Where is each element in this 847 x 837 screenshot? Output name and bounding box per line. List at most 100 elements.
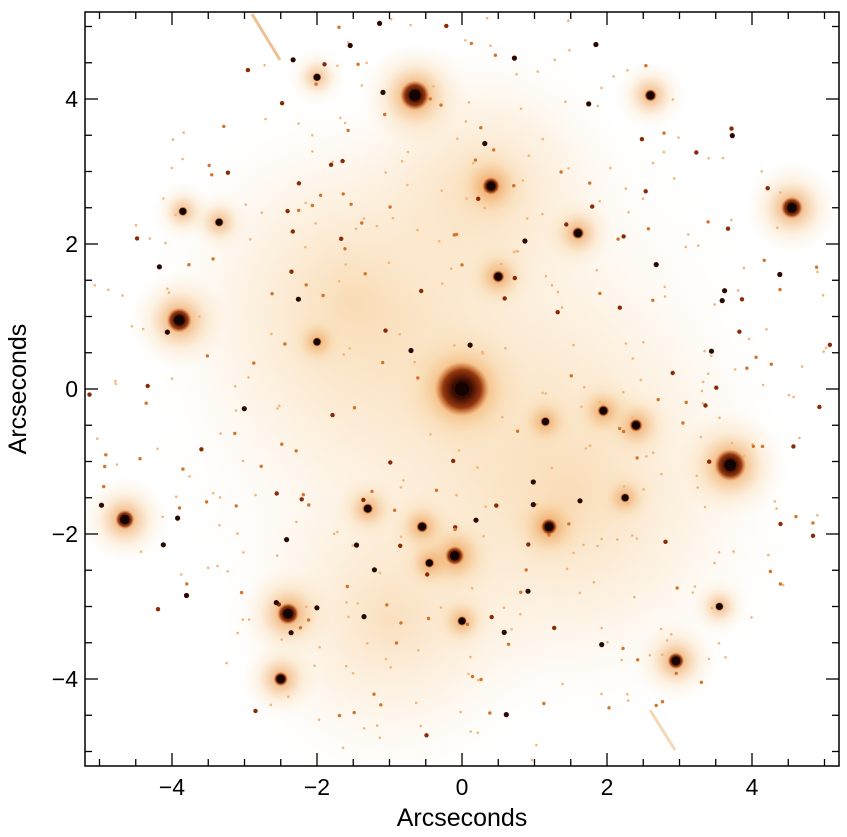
faint-star [644,63,648,68]
faint-star [391,216,395,220]
faint-star [769,362,773,366]
faint-star [696,244,700,247]
faint-star [502,296,507,301]
faint-star [130,325,134,328]
faint-star [225,661,228,665]
faint-star [361,614,367,620]
faint-star [134,223,138,227]
faint-star [811,521,815,525]
faint-star [385,603,389,607]
faint-star [742,266,746,270]
faint-star [465,197,469,200]
faint-star [730,441,734,445]
faint-star [164,329,170,335]
faint-star [480,350,484,354]
faint-star [429,433,432,436]
faint-star [636,658,640,662]
faint-star [155,607,161,612]
faint-star [469,655,472,659]
faint-star [388,205,392,209]
faint-star [691,591,695,594]
faint-star [642,488,645,491]
faint-star [278,404,281,408]
faint-star [703,403,708,408]
faint-star [703,349,706,353]
faint-star [310,203,315,208]
faint-star [489,44,492,47]
faint-star [686,233,690,236]
faint-star [356,602,360,605]
faint-star [630,416,634,419]
faint-star [211,491,215,495]
faint-star [586,101,592,107]
faint-star [773,500,777,503]
faint-star [729,126,734,131]
faint-star [314,605,320,611]
faint-star [156,447,159,451]
faint-star [409,23,412,27]
faint-star [544,392,548,395]
faint-star [670,633,673,636]
faint-star [671,98,675,101]
faint-star [460,263,464,267]
faint-star [582,543,585,547]
faint-star [216,564,219,568]
faint-star [476,679,480,682]
faint-star [398,332,402,336]
faint-star [289,269,294,274]
faint-star [522,238,528,244]
source-peak [313,73,321,81]
faint-star [765,186,770,191]
faint-star [713,561,716,565]
y-tick-label: 4 [65,86,78,112]
faint-star [314,82,318,86]
faint-star [512,275,517,281]
faint-star [745,366,749,370]
faint-star [564,100,567,103]
faint-star [346,41,350,44]
faint-star [724,656,727,659]
faint-star [174,495,178,499]
faint-star [378,736,382,739]
axis-ticks [85,12,839,766]
faint-star [253,708,258,714]
faint-star-layer [87,16,833,762]
source-peak [276,674,285,684]
faint-star [399,535,403,539]
faint-star [627,699,630,702]
faint-star [536,70,539,73]
faint-star [663,285,666,289]
faint-star [609,166,612,170]
x-tick-label: −4 [159,774,185,800]
faint-star [556,290,560,294]
faint-star [707,657,711,661]
faint-star [817,404,822,410]
faint-star [694,150,699,155]
faint-star [747,337,751,341]
faint-star [572,343,575,347]
faint-star [296,181,302,186]
faint-star [225,170,231,175]
faint-star [96,437,99,441]
x-axis-tick-labels: −4 −2 0 2 4 [159,774,759,800]
faint-star [778,582,783,586]
faint-star [287,695,290,699]
faint-star [578,591,582,595]
faint-star [252,361,256,365]
faint-star [621,429,626,434]
faint-star [343,121,347,125]
faint-star [561,682,564,686]
faint-star [794,514,798,519]
faint-star [645,455,648,458]
source-peak [646,91,655,100]
faint-star [93,284,97,287]
faint-star [389,17,393,21]
faint-star [351,672,355,675]
faint-star [218,496,222,499]
faint-star [768,569,773,574]
faint-star [295,520,298,524]
faint-star [567,19,570,23]
faint-star [816,513,819,517]
faint-star [393,508,397,512]
x-tick-label: 0 [456,774,469,800]
